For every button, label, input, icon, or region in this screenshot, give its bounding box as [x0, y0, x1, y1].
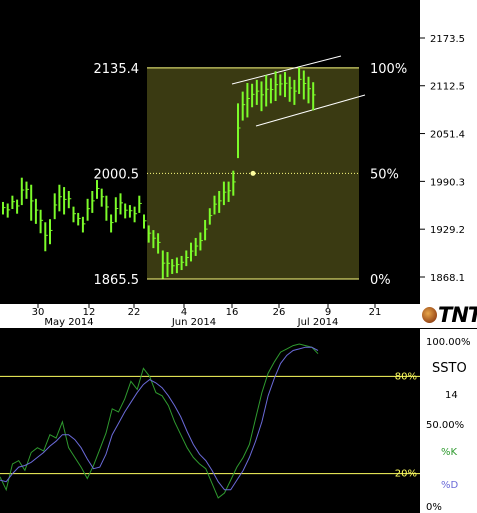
series-percent-k-line — [0, 343, 319, 499]
price-axis-label: 2112.5 — [430, 82, 465, 93]
time-axis-day-label: 4 — [181, 307, 187, 318]
price-axis-label: 1990.3 — [430, 177, 465, 188]
price-marker — [250, 170, 256, 176]
price-axis-label: 1868.1 — [430, 273, 465, 284]
logo-text: TNT — [438, 304, 477, 327]
time-axis-day-label: 30 — [32, 307, 45, 318]
fib-pct-0: 0% — [370, 273, 391, 288]
time-axis: 30 12 22 4 16 26 9 21 May 2014 Jun 2014 Jul 2014 — [32, 304, 382, 328]
fib-value-50: 2000.5 — [94, 167, 140, 182]
time-axis-month-label: Jun 2014 — [171, 317, 216, 328]
oscillator-label-panel — [420, 328, 477, 513]
time-axis-day-label: 22 — [128, 307, 141, 318]
legend-percent-k: %K — [441, 447, 458, 458]
price-axis-label: 1929.2 — [430, 225, 465, 236]
price-axis: 2173.5 2112.5 2051.4 1990.3 1929.2 1868.1 — [420, 34, 465, 284]
time-axis-month-label: May 2014 — [44, 317, 93, 328]
fib-value-100: 2135.4 — [94, 62, 140, 77]
fib-pct-50: 50% — [370, 167, 399, 182]
time-axis-day-label: 26 — [273, 307, 286, 318]
tnt-logo: TNT — [420, 304, 477, 328]
legend-percent-d: %D — [441, 480, 459, 491]
channel-upper-line — [231, 55, 342, 85]
osc-axis-0: 0% — [426, 502, 442, 513]
osc-axis-100: 100.00% — [426, 337, 471, 348]
fib-pct-100: 100% — [370, 62, 407, 77]
osc-level-20-label: 20% — [395, 469, 417, 480]
indicator-name: SSTO — [432, 361, 467, 376]
time-axis-panel — [0, 304, 420, 328]
logo-emblem-icon — [422, 307, 437, 323]
price-bars — [2, 67, 316, 279]
osc-axis-50: 50.00% — [426, 420, 464, 431]
osc-level-80-label: 80% — [395, 371, 417, 382]
channel-lower-line — [255, 94, 366, 127]
price-axis-label: 2051.4 — [430, 130, 465, 141]
fib-value-0: 1865.5 — [94, 273, 140, 288]
price-axis-panel — [420, 0, 477, 304]
time-axis-day-label: 16 — [226, 307, 239, 318]
time-axis-day-label: 9 — [325, 307, 331, 318]
price-axis-label: 2173.5 — [430, 34, 465, 45]
time-axis-month-label: Jul 2014 — [297, 317, 339, 328]
time-axis-day-label: 12 — [83, 307, 96, 318]
series-percent-d-line — [0, 346, 319, 491]
indicator-period: 14 — [445, 390, 458, 401]
time-axis-day-label: 21 — [369, 307, 382, 318]
